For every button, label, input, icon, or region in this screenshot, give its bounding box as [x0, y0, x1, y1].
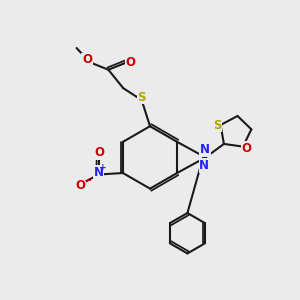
Text: O: O — [75, 179, 85, 192]
Text: O: O — [242, 142, 251, 154]
Text: +: + — [99, 164, 106, 172]
Text: O: O — [125, 56, 135, 69]
Text: N: N — [94, 166, 103, 179]
Text: −: − — [84, 176, 93, 186]
Text: N: N — [200, 143, 210, 156]
Text: N: N — [200, 159, 209, 172]
Text: S: S — [137, 91, 146, 103]
Text: O: O — [94, 146, 104, 159]
Text: S: S — [213, 118, 221, 131]
Text: O: O — [82, 53, 92, 66]
